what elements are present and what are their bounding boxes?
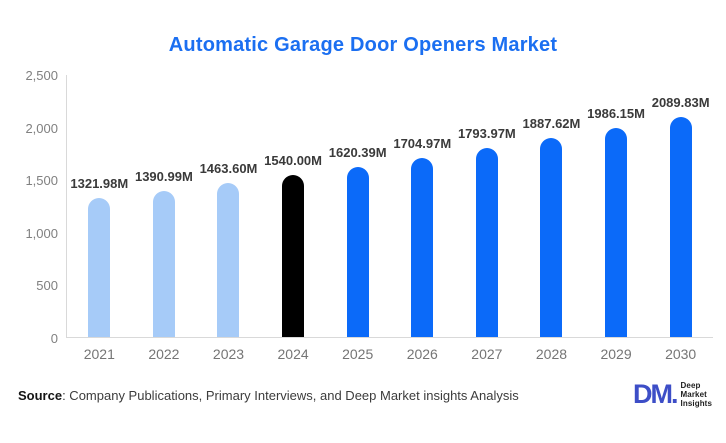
bar-2028 [540,138,563,337]
chart-title: Automatic Garage Door Openers Market [168,34,558,56]
bar-slot-2029: 1986.15M 2029 [584,75,649,362]
x-axis-label-2026: 2026 [406,346,438,362]
bar-2021 [88,197,111,337]
dm-monogram-icon: DM. [633,379,678,409]
x-axis-label-2021: 2021 [83,346,115,362]
bar-value-label-2023: 1463.60M [199,161,258,177]
bar-2025 [346,166,369,337]
logo-text-lines: Deep Market Insights [681,381,712,408]
bar-value-label-2027: 1793.97M [457,126,516,142]
logo-line-insights: Insights [680,399,712,408]
bar-2026 [411,157,434,337]
bar-slot-2030: 2089.83M 2030 [648,75,713,362]
bar-value-label-2025: 1620.39M [328,144,387,160]
bar-value-label-2026: 1704.97M [393,135,452,151]
x-axis-label-2022: 2022 [148,346,180,362]
plot-area: 1321.98M 2021 1390.99M 2022 1463.60M 2023 1540… [66,75,713,362]
x-axis-label-2028: 2028 [535,346,568,362]
footer: Source: Company Publications, Primary In… [0,380,726,443]
source-note: Source: Company Publications, Primary In… [18,388,519,403]
deep-market-insights-logo: DM. Deep Market Insights [633,379,712,409]
bar-value-label-2022: 1390.99M [134,168,193,184]
bar-value-label-2024: 1540.00M [264,153,322,168]
x-axis-label-2024: 2024 [277,346,309,362]
x-axis-label-2025: 2025 [342,346,374,362]
bar-2023 [217,183,240,337]
source-text: : Company Publications, Primary Intervie… [62,388,519,403]
bar-slot-2028: 1887.62M 2028 [519,75,584,362]
y-axis-tick-label: 2,000 [25,120,58,136]
bar-slot-2021: 1321.98M 2021 [67,75,132,362]
x-axis-label-2030: 2030 [665,346,697,362]
bar-slot-2026: 1704.97M 2026 [390,75,455,362]
bar-2030 [669,117,692,337]
source-label: Source [18,388,63,403]
bar-slot-2024: 1540.00M 2024 [261,75,326,362]
x-axis-label-2027: 2027 [471,346,503,362]
y-axis-tick-label: 1,000 [25,225,58,241]
bar-slot-2027: 1793.97M 2027 [455,75,520,362]
bar-value-label-2028: 1887.62M [522,116,581,132]
bar-2022 [152,190,175,337]
bar-2027 [475,148,498,337]
bar-value-label-2029: 1986.15M [587,106,645,122]
logo-line-market: Market [680,390,707,399]
bar-slot-2025: 1620.39M 2025 [325,75,390,362]
bar-slot-2022: 1390.99M 2022 [132,75,197,362]
bar-2024 [282,175,305,337]
bar-value-label-2021: 1321.98M [70,175,129,191]
x-axis-label-2029: 2029 [600,346,632,362]
logo-line-deep: Deep [680,381,701,390]
y-axis-tick-label: 1,500 [25,173,58,189]
y-axis-tick-label: 500 [36,278,58,294]
x-axis-label-2023: 2023 [212,346,245,362]
y-axis-tick-label: 2,500 [25,68,58,83]
bar-value-label-2030: 2089.83M [651,95,710,111]
bar-slot-2023: 1463.60M 2023 [196,75,261,362]
chart-area: 0 500 1,000 1,500 2,000 2,500 1321.98M 2021 139… [25,68,713,362]
y-axis-tick-label: 0 [50,331,58,346]
bar-2029 [605,128,628,337]
